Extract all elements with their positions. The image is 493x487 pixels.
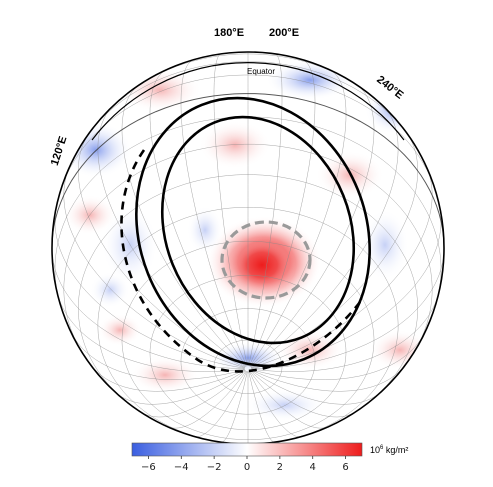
anomaly-positive-upper [199, 121, 271, 169]
anomaly-positive-southeast [370, 330, 430, 370]
meridian-line [57, 293, 245, 372]
meridian-line [213, 53, 248, 367]
unit-rest: kg/m² [383, 445, 408, 455]
label-120E: 120°E [49, 135, 70, 167]
colorbar-tick-label: −4 [174, 462, 189, 473]
label-equator: Equator [247, 67, 275, 76]
anomaly-positive-lower-west [98, 314, 142, 346]
colorbar-unit: 106 kg/m² [370, 445, 408, 455]
colorbar-gradient [131, 442, 363, 457]
anomaly-positive-southwest [131, 357, 199, 393]
meridian-line [251, 250, 444, 369]
inner-ring [160, 115, 356, 345]
meridian-line [250, 106, 399, 368]
outer-arc [120, 149, 362, 373]
meridian-line [248, 371, 275, 443]
colorbar-tick-label: −6 [141, 462, 156, 473]
anomaly-negative-south [245, 389, 325, 421]
meridian-line [250, 85, 375, 367]
parallel-line [63, 143, 433, 354]
parallel-line [86, 61, 411, 139]
colorbar-tick-label: 4 [310, 462, 316, 473]
label-240E: 240°E [374, 74, 405, 102]
meridian-line [248, 53, 283, 367]
meridian-line [91, 366, 246, 392]
colorbar-ticks: −6 −4 −2 0 2 4 6 [141, 456, 349, 473]
meridian-line [52, 250, 245, 369]
anomaly-positive-core [228, 237, 296, 293]
meridian-line [114, 370, 246, 405]
meridian-line [249, 370, 329, 429]
label-200E: 200°E [269, 27, 299, 39]
meridian-line [248, 371, 302, 437]
meridian-line [121, 85, 246, 367]
meridian-line [54, 206, 245, 369]
equator-line [52, 93, 444, 246]
meridian-line [250, 366, 405, 392]
meridian-line [251, 293, 439, 372]
anomaly-negative-lower-west [90, 272, 130, 308]
colorbar-tick-label: −2 [207, 462, 222, 473]
unit-base: 10 [370, 445, 380, 455]
meridian-line [249, 69, 347, 367]
meridian-line [221, 371, 248, 443]
meridian-line [251, 330, 427, 380]
colorbar-tick-label: 0 [244, 462, 250, 473]
meridian-line [139, 370, 246, 418]
colorbar-tick-label: 2 [277, 462, 283, 473]
parallel-line [78, 174, 418, 407]
label-180E: 180°E [214, 27, 244, 39]
anomaly-negative-north [266, 60, 354, 100]
meridian-line [63, 169, 245, 368]
colorbar: −6 −4 −2 0 2 4 6 106 kg/m² [131, 442, 408, 473]
meridian-line [149, 69, 247, 367]
meridian-line [180, 59, 248, 367]
unit-exponent: 6 [380, 445, 384, 451]
meridian-line [167, 370, 247, 429]
meridian-line [69, 330, 245, 380]
outer-ring [135, 96, 371, 368]
meridian-line [248, 59, 316, 367]
anomaly-field [60, 60, 430, 421]
anomaly-negative-east [361, 209, 409, 281]
meridian-line [250, 370, 357, 418]
rim-arc [91, 62, 405, 141]
anomaly-outline [220, 220, 312, 300]
meridian-line [251, 206, 442, 369]
meridian-line [250, 370, 382, 405]
features [120, 96, 371, 373]
anomaly-negative-center-west [187, 206, 223, 254]
meridian-line [97, 106, 246, 368]
meridian-line [194, 371, 248, 437]
globe [51, 51, 445, 445]
meridian-line [251, 169, 433, 368]
colorbar-tick-label: 6 [342, 462, 348, 473]
